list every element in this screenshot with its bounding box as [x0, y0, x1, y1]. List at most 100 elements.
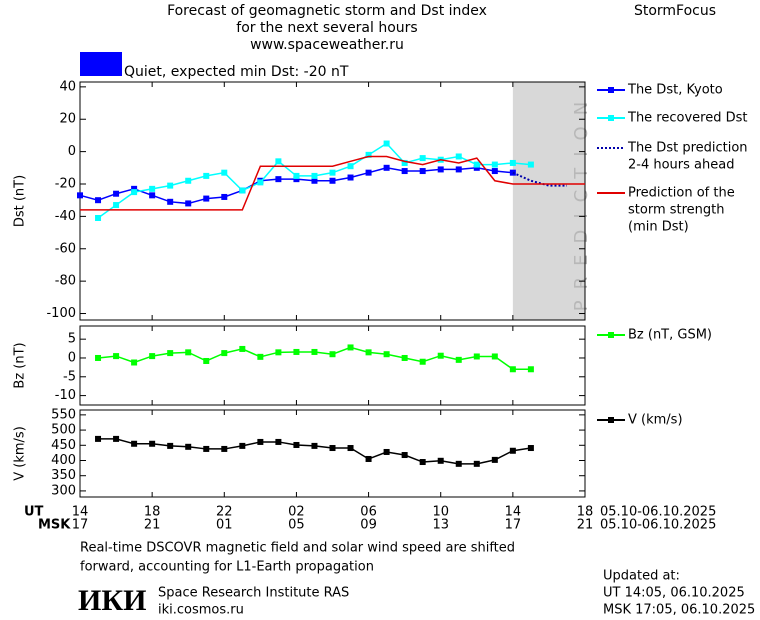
panel-frame	[79, 325, 586, 406]
series-marker	[185, 177, 192, 184]
series-marker	[527, 445, 534, 452]
date-range: 05.10-06.10.2025	[600, 518, 716, 533]
updated: MSK 17:05, 06.10.2025	[603, 603, 755, 618]
series-marker	[113, 190, 120, 197]
series-marker	[455, 166, 462, 173]
series-marker	[365, 455, 372, 462]
series-marker	[329, 445, 336, 452]
series-marker	[437, 457, 444, 464]
series-marker	[491, 456, 498, 463]
y-tick-label: 5	[68, 332, 76, 347]
series-marker	[455, 356, 462, 363]
series-marker	[221, 445, 228, 452]
legend-label: 2-4 hours ahead	[628, 158, 734, 173]
series-marker	[239, 187, 246, 194]
y-tick-label: -10	[55, 388, 76, 403]
series-marker	[347, 163, 354, 170]
y-tick-label: -60	[55, 241, 76, 256]
series-line	[98, 438, 532, 465]
series-marker	[131, 189, 138, 196]
series-marker	[455, 153, 462, 160]
series-marker	[293, 172, 300, 179]
x-tick-label-msk: 21	[144, 518, 161, 533]
series-marker	[203, 172, 210, 179]
series-marker	[221, 350, 228, 357]
legend-label: The recovered Dst	[627, 111, 747, 126]
series-marker	[95, 435, 102, 442]
x-tick-label: 10	[432, 505, 449, 520]
series-marker	[491, 353, 498, 360]
y-tick-label: 300	[51, 483, 76, 498]
series-marker	[383, 351, 390, 358]
series-marker	[473, 161, 480, 168]
series-marker	[329, 169, 336, 176]
series-marker	[149, 353, 156, 360]
series-marker	[77, 192, 83, 199]
updated: Updated at:	[603, 569, 680, 584]
panel-frame	[79, 81, 586, 321]
y-axis-label: Bz (nT)	[13, 342, 28, 388]
y-axis-label: V (km/s)	[13, 426, 28, 481]
y-tick-label: -80	[55, 274, 76, 289]
series-marker	[131, 440, 138, 447]
series-marker	[401, 452, 408, 459]
series-marker	[311, 172, 318, 179]
x-tick-label: 14	[72, 505, 89, 520]
series-marker	[113, 353, 120, 360]
series-marker	[221, 193, 228, 200]
series-marker	[491, 168, 498, 175]
prediction-band	[512, 82, 585, 320]
series-marker	[311, 348, 318, 355]
series-marker	[185, 443, 192, 450]
series-marker	[419, 155, 426, 162]
series-marker	[203, 445, 210, 452]
x-tick-label-msk: 13	[432, 518, 449, 533]
series-marker	[329, 177, 336, 184]
series-marker	[473, 353, 480, 360]
date-range: 05.10-06.10.2025	[600, 505, 716, 520]
series-marker	[347, 174, 354, 181]
series-marker	[455, 460, 462, 467]
y-axis-label: Dst (nT)	[13, 175, 28, 227]
series-marker	[437, 352, 444, 359]
y-tick-label: 350	[51, 468, 76, 483]
series-marker	[95, 197, 102, 204]
institute: Space Research Institute RAS	[158, 586, 349, 601]
series-marker	[293, 348, 300, 355]
series-marker	[131, 359, 138, 366]
series-marker	[149, 192, 156, 199]
legend-label: storm strength	[628, 203, 725, 218]
series-marker	[419, 459, 426, 466]
series-marker	[383, 140, 390, 147]
series-marker	[95, 354, 102, 361]
series-marker	[527, 366, 534, 373]
series-line	[80, 155, 585, 211]
series-marker	[131, 185, 138, 192]
series-marker	[509, 447, 516, 454]
series-marker	[113, 202, 120, 209]
y-tick-label: -40	[55, 209, 76, 224]
title-line: www.spaceweather.ru	[250, 37, 404, 53]
prediction-label: PREDICTION	[571, 91, 592, 311]
series-marker	[293, 441, 300, 448]
series-marker	[347, 344, 354, 351]
x-tick-label: 18	[144, 505, 161, 520]
y-tick-label: 500	[51, 423, 76, 438]
brand: StormFocus	[634, 3, 716, 19]
logo: ИКИ	[78, 584, 146, 617]
updated: UT 14:05, 06.10.2025	[603, 586, 745, 601]
y-tick-label: -100	[46, 306, 76, 321]
x-tick-label-msk: 21	[577, 518, 594, 533]
x-tick-label-msk: 01	[216, 518, 233, 533]
msk-label: MSK	[38, 518, 71, 533]
x-tick-label: 22	[216, 505, 233, 520]
series-marker	[203, 357, 210, 364]
title-line: for the next several hours	[236, 20, 417, 36]
y-tick-label: 550	[51, 407, 76, 422]
legend-marker	[608, 417, 614, 423]
x-tick-label-msk: 09	[360, 518, 377, 533]
series-marker	[419, 358, 426, 365]
y-tick-label: -5	[63, 369, 76, 384]
